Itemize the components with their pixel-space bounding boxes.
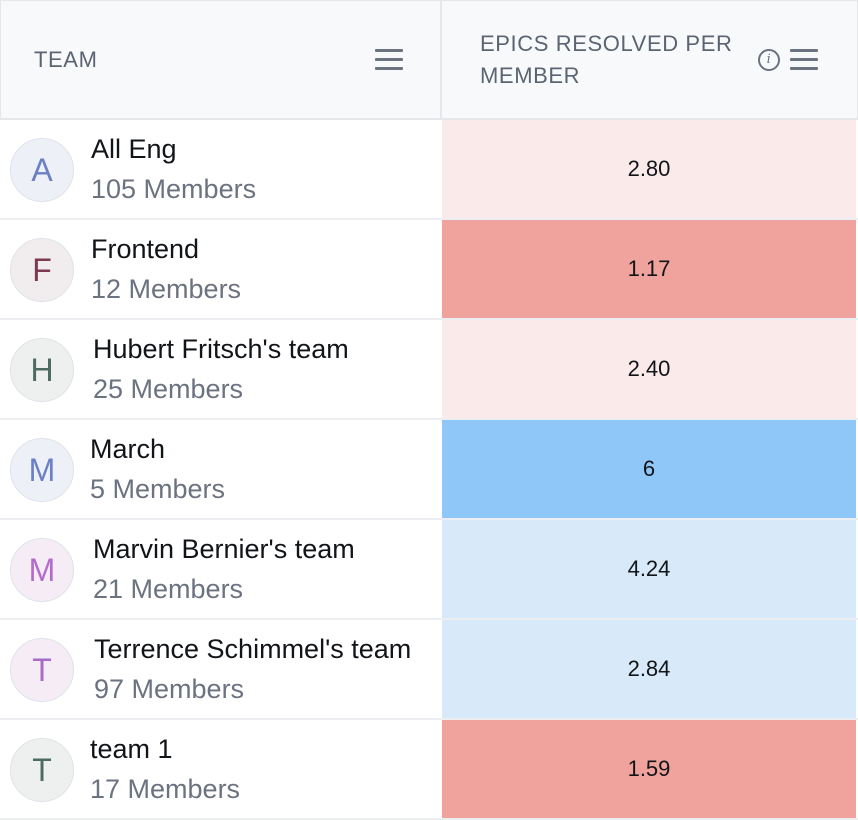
team-name[interactable]: team 1 (90, 734, 173, 764)
team-cell[interactable]: F Frontend 12 Members (0, 220, 442, 318)
menu-icon[interactable] (375, 49, 403, 71)
table-row[interactable]: M Marvin Bernier's team 21 Members 4.24 (0, 520, 858, 620)
team-member-count: 21 Members (93, 574, 244, 604)
team-member-count: 5 Members (90, 474, 226, 504)
info-icon[interactable]: i (758, 49, 780, 71)
team-cell[interactable]: M Marvin Bernier's team 21 Members (0, 520, 442, 618)
table-row[interactable]: F Frontend 12 Members 1.17 (0, 220, 858, 320)
team-name[interactable]: Marvin Bernier's team (93, 534, 355, 564)
table-header: TEAM EPICS RESOLVED PER MEMBER i (0, 0, 858, 120)
menu-icon[interactable] (790, 49, 818, 71)
avatar: H (10, 338, 74, 402)
table-row[interactable]: T Terrence Schimmel's team 97 Members 2.84 (0, 620, 858, 720)
epics-resolved-value: 4.24 (442, 520, 856, 618)
epics-resolved-value: 1.59 (442, 720, 856, 818)
avatar: F (10, 238, 74, 302)
team-member-count: 105 Members (91, 174, 257, 204)
team-cell[interactable]: T Terrence Schimmel's team 97 Members (0, 620, 442, 718)
team-name[interactable]: March (90, 434, 166, 464)
avatar: A (10, 138, 74, 202)
team-cell[interactable]: H Hubert Fritsch's team 25 Members (0, 320, 442, 418)
column-header-team[interactable]: TEAM (0, 1, 442, 118)
team-member-count: 17 Members (90, 774, 241, 804)
team-cell[interactable]: A All Eng 105 Members (0, 120, 442, 218)
avatar: M (10, 438, 74, 502)
team-name[interactable]: Hubert Fritsch's team (93, 334, 349, 364)
column-header-epics-label: EPICS RESOLVED PER MEMBER (480, 30, 733, 88)
epics-resolved-value: 1.17 (442, 220, 856, 318)
team-name[interactable]: Terrence Schimmel's team (94, 634, 412, 664)
column-header-epics-resolved[interactable]: EPICS RESOLVED PER MEMBER i (442, 1, 858, 118)
avatar: T (10, 638, 74, 702)
epics-resolved-value: 2.84 (442, 620, 856, 718)
team-name[interactable]: Frontend (91, 234, 200, 264)
team-name[interactable]: All Eng (91, 134, 177, 164)
table-row[interactable]: M March 5 Members 6 (0, 420, 858, 520)
avatar: T (10, 738, 74, 802)
column-header-team-label: TEAM (34, 46, 98, 72)
epics-resolved-value: 2.80 (442, 120, 856, 218)
avatar: M (10, 538, 74, 602)
team-member-count: 25 Members (93, 374, 244, 404)
team-cell[interactable]: M March 5 Members (0, 420, 442, 518)
epics-resolved-value: 6 (442, 420, 856, 518)
team-member-count: 97 Members (94, 674, 245, 704)
table-row[interactable]: H Hubert Fritsch's team 25 Members 2.40 (0, 320, 858, 420)
table-body: A All Eng 105 Members 2.80 F Frontend 12 Membe… (0, 120, 858, 820)
epics-resolved-value: 2.40 (442, 320, 856, 418)
table-row[interactable]: A All Eng 105 Members 2.80 (0, 120, 858, 220)
team-member-count: 12 Members (91, 274, 242, 304)
